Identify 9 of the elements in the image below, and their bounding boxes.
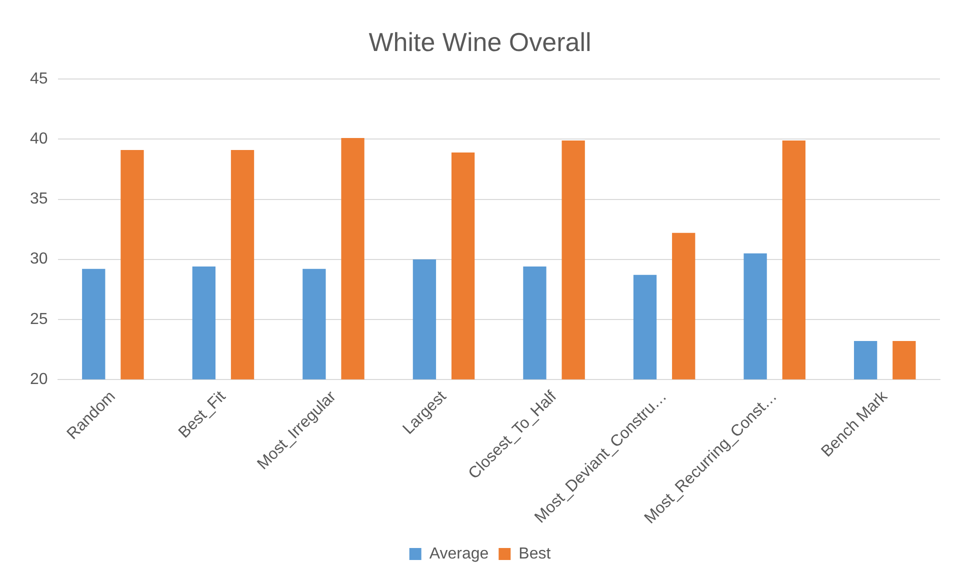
y-tick-label: 35 bbox=[30, 190, 48, 208]
legend-label: Best bbox=[518, 545, 552, 562]
y-tick-label: 45 bbox=[30, 70, 48, 88]
y-tick-label: 20 bbox=[30, 370, 48, 388]
chart-title: White Wine Overall bbox=[368, 26, 592, 57]
y-tick-label: 40 bbox=[30, 130, 48, 148]
legend-label: Average bbox=[429, 545, 489, 562]
y-tick-label: 30 bbox=[30, 250, 48, 268]
y-tick-label: 25 bbox=[30, 310, 48, 328]
